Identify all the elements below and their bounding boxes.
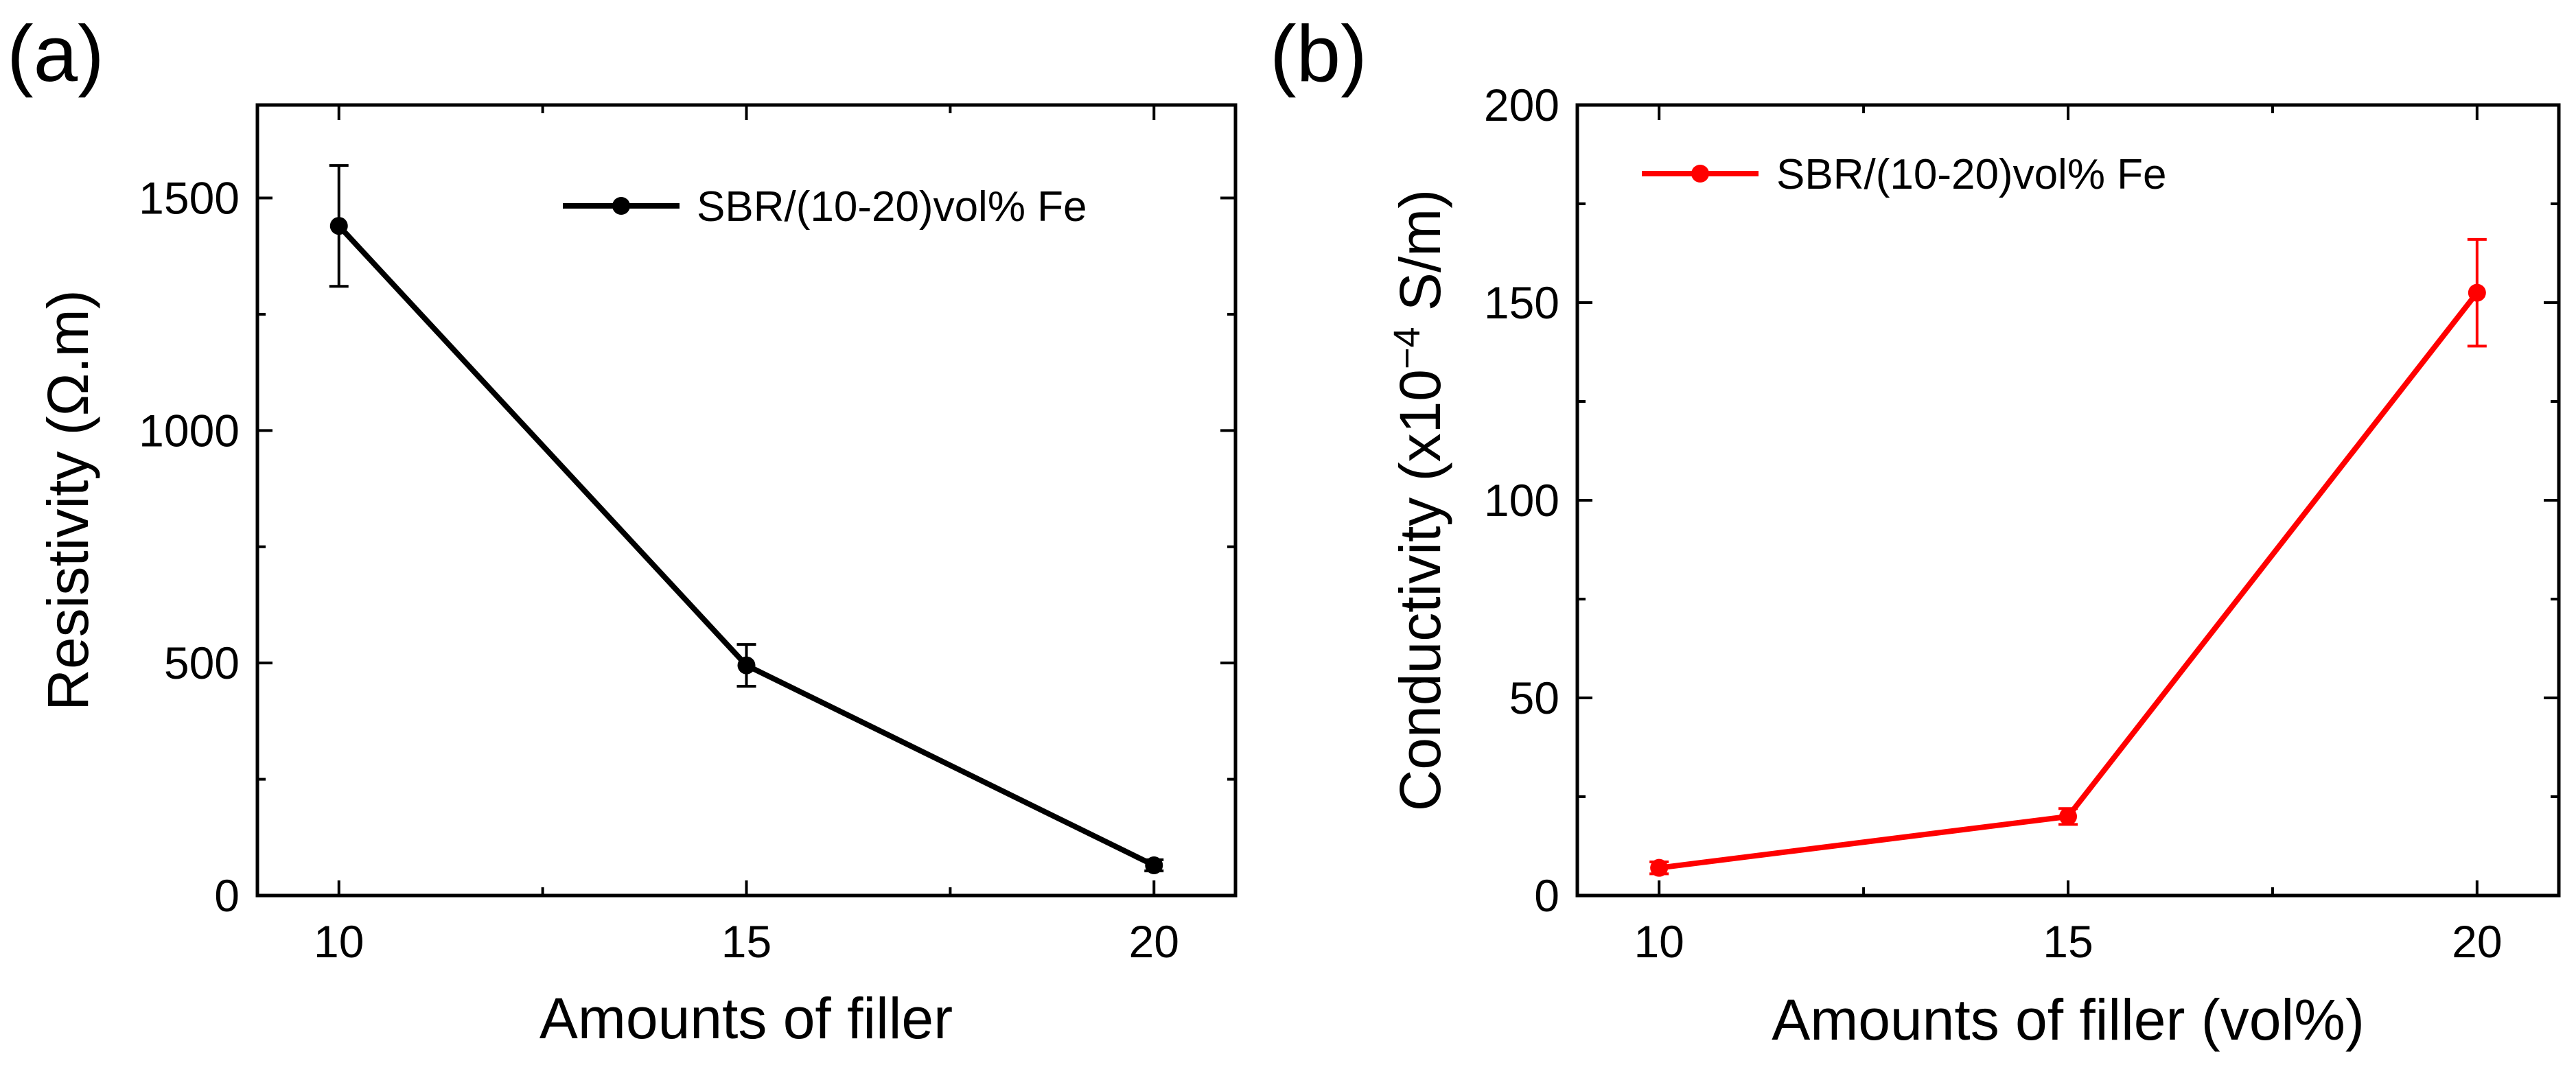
y-axis-title-superscript: −4 xyxy=(1386,327,1428,369)
x-tick-label: 10 xyxy=(314,916,364,967)
y-axis-title: Conductivity (x10−4 S/m) xyxy=(1386,189,1452,812)
x-axis-title: Amounts of filler (vol%) xyxy=(1772,987,2365,1052)
legend: SBR/(10-20)vol% Fe xyxy=(1642,151,2167,198)
panel-a: (a) 10 15 20 0 500 1000 1500 SBR/(10-20)vol% F… xyxy=(7,9,1238,1051)
data-point xyxy=(2059,807,2077,826)
y-tick-label: 0 xyxy=(214,870,240,921)
y-axis-title-main: Conductivity (x10 xyxy=(1388,369,1452,811)
data-point xyxy=(329,217,348,235)
y-tick-label: 50 xyxy=(1509,672,1559,723)
x-tick-label: 20 xyxy=(2452,916,2502,967)
series-line xyxy=(336,224,1156,868)
x-tick-label: 15 xyxy=(721,916,771,967)
y-axis-title: Resistivity (Ω.m) xyxy=(36,290,100,710)
y-tick-label: 500 xyxy=(164,638,240,688)
y-tick-label: 150 xyxy=(1484,277,1559,328)
y-tick-label: 200 xyxy=(1484,80,1559,130)
y-tick-label: 100 xyxy=(1484,475,1559,526)
y-tick-label: 0 xyxy=(1534,870,1559,921)
legend-marker xyxy=(1691,165,1709,183)
x-tick-label: 20 xyxy=(1129,916,1179,967)
data-point xyxy=(2468,283,2486,302)
x-tick-label: 10 xyxy=(1634,916,1684,967)
y-axis-title-tail: S/m) xyxy=(1388,189,1452,327)
data-point xyxy=(737,656,756,675)
data-point xyxy=(1145,856,1163,874)
legend-label: SBR/(10-20)vol% Fe xyxy=(1776,151,2167,198)
legend-marker xyxy=(612,197,630,215)
legend: SBR/(10-20)vol% Fe xyxy=(563,183,1087,231)
y-tick-label: 1500 xyxy=(139,173,240,224)
data-series xyxy=(1649,237,2487,877)
axis-ticks: 10 15 20 0 500 1000 1500 xyxy=(139,105,1235,967)
y-tick-label: 1000 xyxy=(139,405,240,456)
x-tick-label: 15 xyxy=(2043,916,2093,967)
panel-label: (b) xyxy=(1270,9,1367,98)
x-axis-title: Amounts of filler xyxy=(539,986,953,1051)
data-point xyxy=(1650,858,1669,877)
legend-label: SBR/(10-20)vol% Fe xyxy=(697,183,1087,231)
series-line xyxy=(1658,291,2479,871)
panel-label: (a) xyxy=(7,9,104,98)
data-series xyxy=(329,164,1164,874)
plot-frame xyxy=(1575,103,2561,898)
